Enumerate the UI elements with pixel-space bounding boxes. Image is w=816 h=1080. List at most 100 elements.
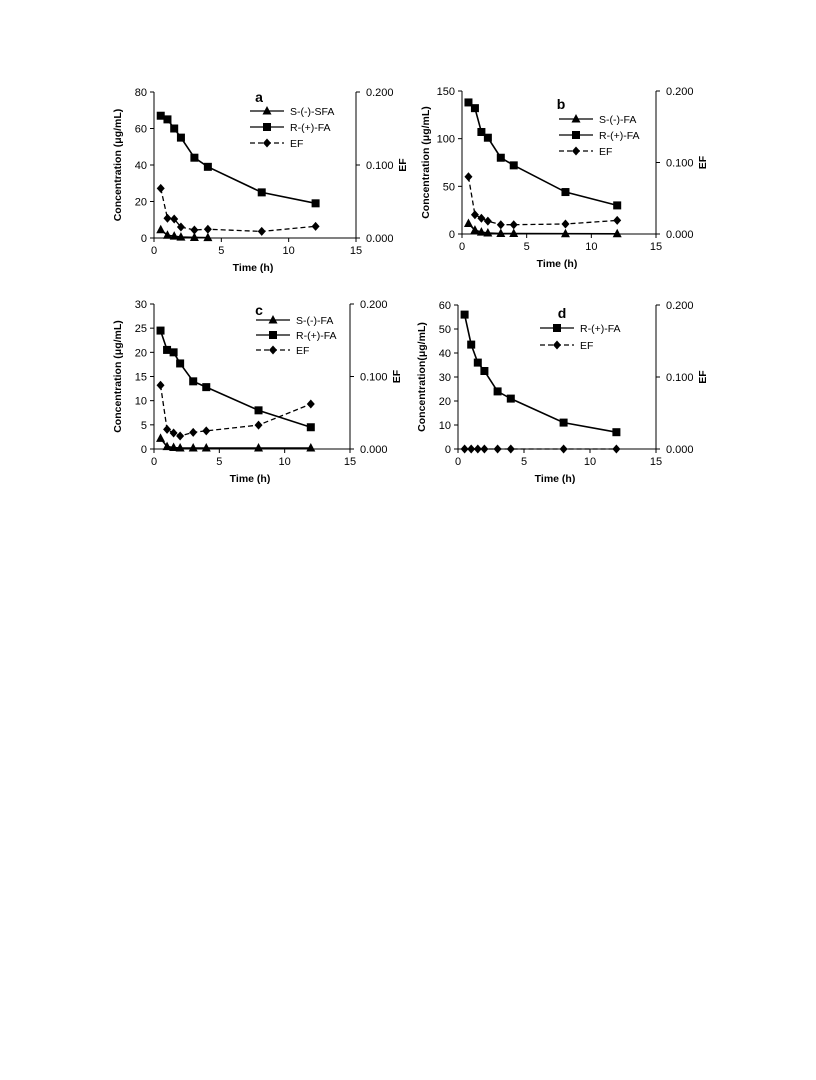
data-point-S-(-)-FA <box>175 443 185 452</box>
data-point-R-(+)-FA <box>496 153 505 162</box>
data-point-EF <box>467 444 476 454</box>
x-tick-label: 10 <box>279 456 291 468</box>
y-tick-label: 80 <box>135 87 147 99</box>
x-tick-label: 5 <box>216 456 222 468</box>
y-tick-label: 20 <box>439 396 451 408</box>
legend-label: R-(+)-FA <box>599 130 640 142</box>
y-axis-title: Concentration (μg/mL) <box>112 109 124 222</box>
y-tick-label: 10 <box>135 396 147 408</box>
data-point-S-(-)-FA <box>162 441 172 451</box>
y-tick-label: 50 <box>439 324 451 336</box>
legend-label: EF <box>599 146 612 158</box>
x-tick-label: 10 <box>283 245 295 257</box>
y-axis-title: Concentration (μg/mL) <box>112 320 124 433</box>
data-point-S-(-)-FA <box>156 433 166 442</box>
y2-tick-label: 0.000 <box>666 229 694 241</box>
data-point-S-(-)-SFA <box>176 232 186 241</box>
data-point-EF <box>506 444 515 454</box>
y2-tick-label: 0.100 <box>366 160 394 172</box>
data-point-EF <box>477 213 486 223</box>
data-point-R-(+)-FA <box>477 127 486 136</box>
legend-label: EF <box>296 345 309 357</box>
y-tick-label: 100 <box>437 134 455 146</box>
y-tick-label: 30 <box>135 299 147 311</box>
data-point-EF <box>156 183 165 193</box>
x-tick-label: 10 <box>584 456 596 468</box>
x-tick-label: 15 <box>350 245 362 257</box>
series-line-EF <box>160 188 316 233</box>
data-point-S-(-)-SFA <box>156 224 166 234</box>
data-point-R-(+)-FA <box>470 104 479 113</box>
data-point-R-(+)-FA <box>203 162 212 171</box>
data-point-S-(-)-SFA <box>203 232 213 242</box>
data-point-S-(-)-FA <box>201 443 211 452</box>
data-point-EF <box>189 427 198 437</box>
data-point-R-(+)-FA <box>559 418 568 427</box>
data-point-S-(-)-FA <box>169 442 179 452</box>
x-axis-title: Time (h) <box>535 473 576 485</box>
x-axis-title: Time (h) <box>537 258 578 270</box>
legend-marker-R-(+)-FA <box>263 123 271 131</box>
data-point-R-(+)-FA <box>169 348 178 357</box>
legend-label: S-(-)-SFA <box>290 106 334 118</box>
data-point-R-(+)-FA <box>170 124 179 133</box>
data-point-EF <box>473 444 482 454</box>
x-tick-label: 15 <box>650 241 662 253</box>
y-tick-label: 0 <box>141 444 147 456</box>
data-point-R-(+)-FA <box>311 199 320 208</box>
chart-panel-d: 0 5 10 15 0 10 20 30 40 50 60 0.000 0.100 0.200 Time (… <box>416 300 709 485</box>
y-tick-label: 10 <box>439 420 451 432</box>
data-point-EF <box>493 444 502 454</box>
y-tick-label: 50 <box>443 181 455 193</box>
y-tick-label: 150 <box>437 86 455 98</box>
data-point-R-(+)-FA <box>254 406 263 415</box>
data-point-R-(+)-FA <box>460 310 469 319</box>
data-point-R-(+)-FA <box>163 115 172 124</box>
series-line-S-(-)-FA <box>159 437 311 449</box>
y2-axis-title: EF <box>391 369 403 383</box>
panel-letter: c <box>255 302 263 318</box>
data-point-R-(+)-FA <box>176 133 185 142</box>
chart-panel-a: 0 5 10 15 0 20 40 60 80 0.000 0.100 0.200 Time (h) Co… <box>112 87 409 274</box>
data-point-EF <box>203 224 212 234</box>
data-point-R-(+)-FA <box>493 387 502 396</box>
x-tick-label: 15 <box>650 456 662 468</box>
y-tick-label: 40 <box>135 160 147 172</box>
legend-label: R-(+)-FA <box>296 330 337 342</box>
data-point-S-(-)-FA <box>509 228 519 238</box>
data-point-EF <box>306 399 315 409</box>
data-point-R-(+)-FA <box>613 201 622 210</box>
x-tick-label: 0 <box>151 245 157 257</box>
data-point-EF <box>190 225 199 235</box>
y-tick-label: 0 <box>449 229 455 241</box>
x-tick-label: 0 <box>151 456 157 468</box>
data-point-EF <box>163 213 172 223</box>
legend-marker-R-(+)-FA <box>572 131 580 139</box>
data-point-S-(-)-SFA <box>162 230 172 239</box>
panel-letter: a <box>255 89 263 105</box>
y-tick-label: 20 <box>135 197 147 209</box>
data-point-R-(+)-FA <box>156 326 165 335</box>
y-tick-label: 30 <box>439 372 451 384</box>
y2-tick-label: 0.100 <box>360 372 388 384</box>
data-point-EF <box>613 215 622 225</box>
legend-marker-R-(+)-FA <box>269 331 277 339</box>
data-point-EF <box>156 380 165 390</box>
data-point-EF <box>202 426 211 436</box>
data-point-EF <box>254 420 263 430</box>
y2-tick-label: 0.200 <box>666 86 694 98</box>
legend-marker-EF <box>263 138 271 148</box>
data-point-EF <box>170 214 179 224</box>
legend-label: S-(-)-FA <box>599 114 636 126</box>
data-point-S-(-)-FA <box>470 225 480 234</box>
data-point-EF <box>559 444 568 454</box>
series-line-R-(+)-FA <box>467 101 618 207</box>
y2-tick-label: 0.100 <box>666 372 694 384</box>
data-point-S-(-)-FA <box>560 228 570 238</box>
data-point-EF <box>163 424 172 434</box>
y-tick-label: 0 <box>445 444 451 456</box>
legend-marker-R-(+)-FA <box>553 324 561 332</box>
data-point-R-(+)-FA <box>464 98 473 107</box>
y-tick-label: 25 <box>135 323 147 335</box>
